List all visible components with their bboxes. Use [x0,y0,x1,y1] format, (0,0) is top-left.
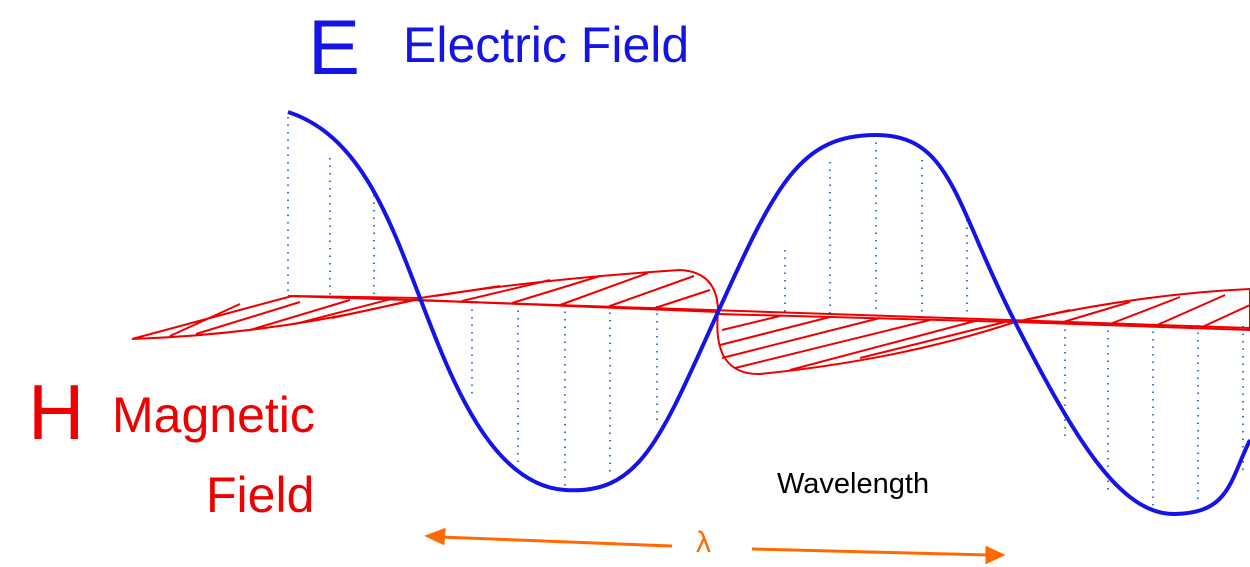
wavelength-arrow-left-head [424,527,446,546]
electric-field-symbol: E [308,3,361,91]
h-field-lobe-3 [716,311,1016,376]
wavelength-symbol: λ [696,526,711,559]
electric-field-label: Electric Field [403,17,690,73]
e-field-wave [287,110,1250,517]
magnetic-field-label-line1: Magnetic [112,387,315,443]
wavelength-label: Wavelength [777,468,930,500]
h-field-hatching [169,272,1250,371]
propagation-axis [287,295,1250,329]
e-field-projection-lines [287,117,1244,510]
wavelength-arrows [424,527,1006,565]
wavelength-arrow-right-head [985,545,1006,565]
h-field-wave [131,268,1250,376]
magnetic-field-symbol: H [28,368,85,456]
magnetic-field-label-line2: Field [206,467,315,523]
